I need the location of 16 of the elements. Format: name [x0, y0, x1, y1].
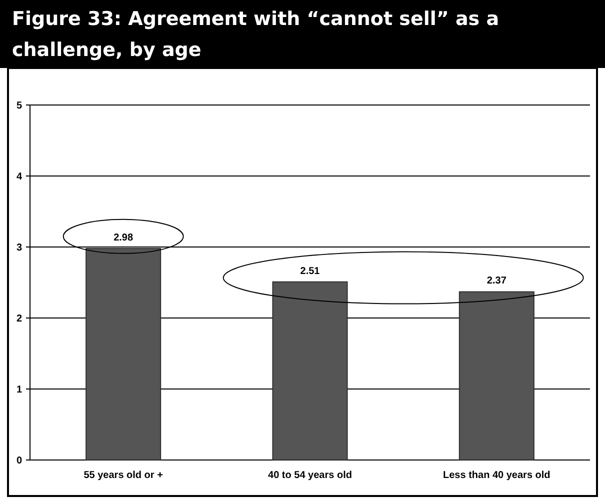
bar: [86, 248, 162, 460]
bar: [458, 291, 534, 460]
x-tick-label: 40 to 54 years old: [268, 470, 352, 481]
x-tick-label: 55 years old or +: [84, 470, 164, 481]
data-label: 2.37: [486, 276, 507, 287]
y-tick-label: 1: [16, 384, 22, 396]
y-tick-label: 0: [16, 456, 22, 466]
chart-title: Figure 33: Agreement with “cannot sell” as a challenge, by age: [12, 8, 500, 61]
y-tick-label: 4: [16, 172, 22, 182]
bar: [272, 281, 348, 460]
x-tick-label: Less than 40 years old: [443, 470, 550, 481]
data-label: 2.98: [114, 232, 134, 244]
y-tick-label: 2: [16, 314, 22, 324]
data-label: 2.51: [300, 266, 320, 277]
y-tick-label: 3: [16, 242, 22, 254]
y-tick-label: 5: [16, 100, 22, 112]
